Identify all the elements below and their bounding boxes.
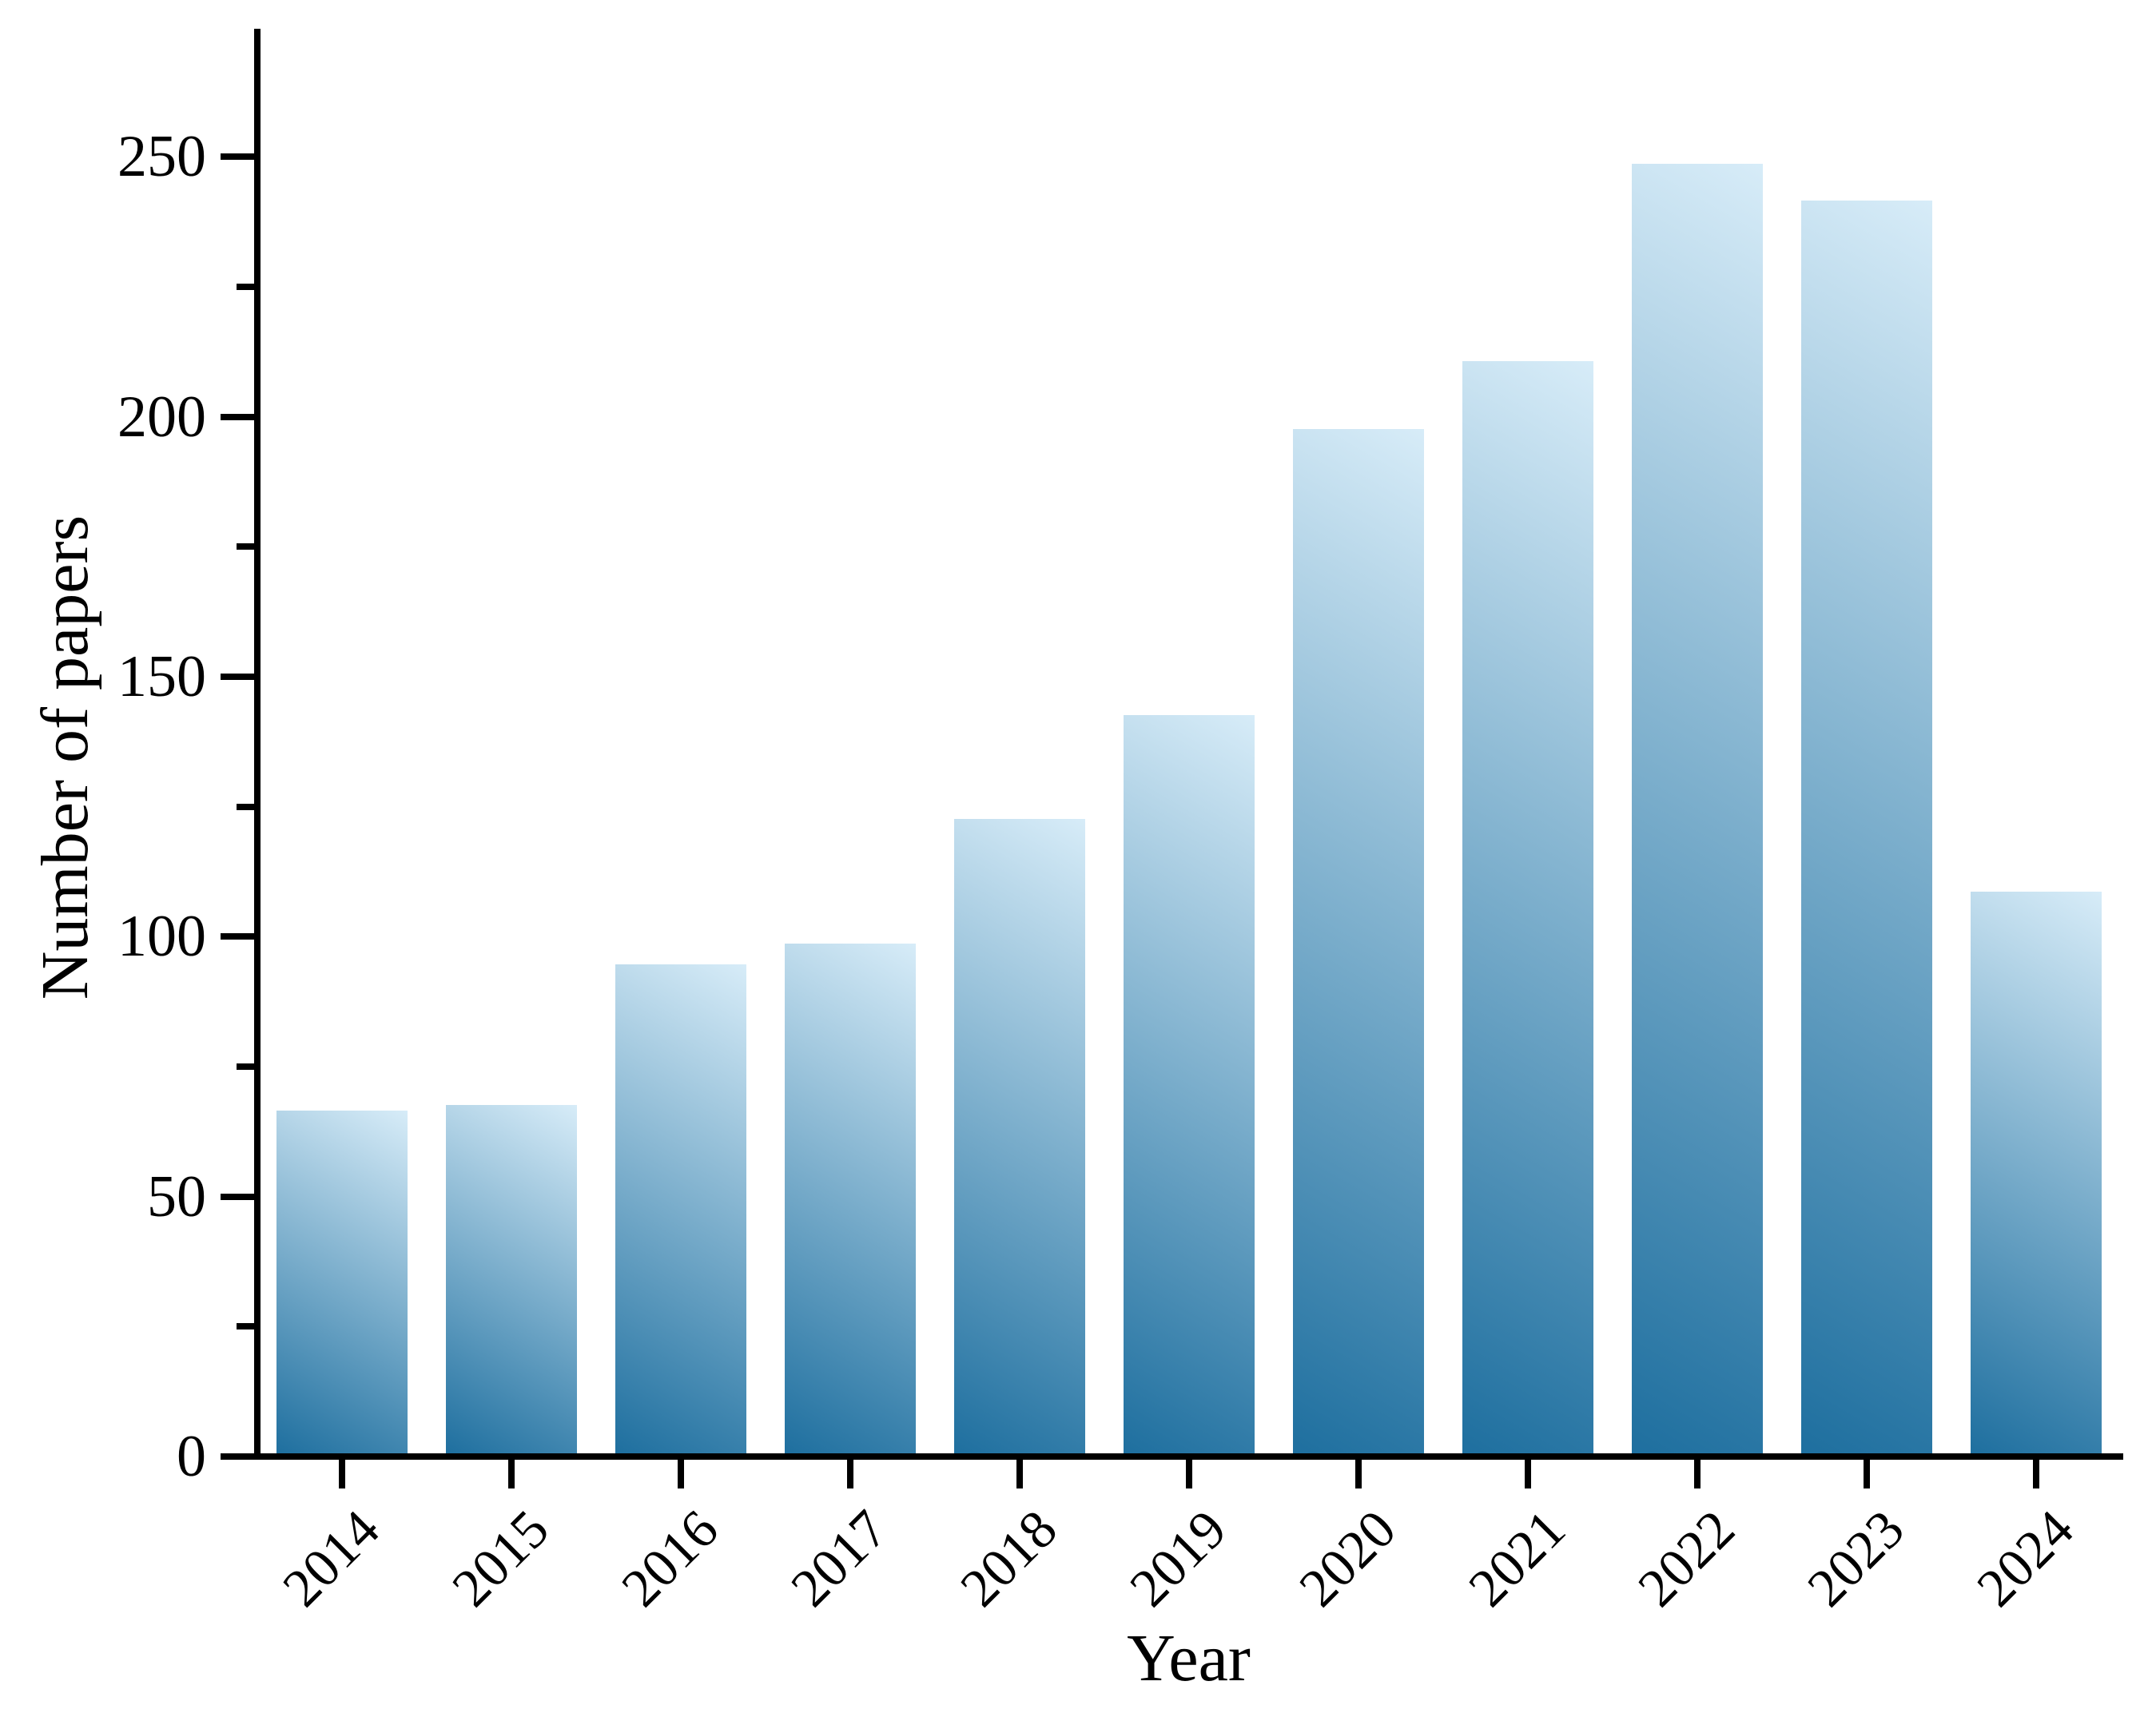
y-minor-tick-175	[237, 543, 254, 550]
y-tick-150	[221, 673, 254, 680]
y-tick-50	[221, 1193, 254, 1200]
bar-2022	[1632, 164, 1763, 1453]
x-tick-2020	[1355, 1460, 1362, 1488]
bar-2020	[1293, 429, 1424, 1453]
x-tick-2015	[508, 1460, 515, 1488]
x-tick-label-2018: 2018	[949, 1498, 1068, 1619]
y-tick-label-250: 250	[117, 124, 206, 190]
y-tick-100	[221, 933, 254, 940]
x-tick-label-2015: 2015	[440, 1498, 560, 1619]
y-minor-tick-125	[237, 803, 254, 810]
bar-2024	[1971, 892, 2102, 1453]
y-tick-250	[221, 153, 254, 161]
bar-2016	[615, 964, 746, 1453]
x-tick-label-2017: 2017	[779, 1498, 899, 1619]
x-tick-label-2021: 2021	[1457, 1498, 1577, 1619]
x-tick-2018	[1016, 1460, 1023, 1488]
bar-2019	[1124, 715, 1255, 1453]
bar-2021	[1462, 361, 1593, 1453]
x-axis-title: Year	[1127, 1621, 1251, 1695]
y-tick-label-0: 0	[177, 1424, 206, 1489]
plot-area	[254, 29, 2123, 1460]
y-tick-0	[221, 1453, 254, 1460]
x-tick-2024	[2033, 1460, 2039, 1488]
bar-2014	[276, 1111, 408, 1453]
x-tick-label-2023: 2023	[1796, 1498, 1915, 1619]
x-tick-2014	[339, 1460, 345, 1488]
bar-2023	[1801, 201, 1932, 1453]
bar-2017	[785, 944, 916, 1453]
x-tick-label-2016: 2016	[610, 1498, 730, 1619]
x-tick-label-2022: 2022	[1626, 1498, 1746, 1619]
x-tick-label-2014: 2014	[271, 1498, 391, 1619]
y-axis-title: Number of papers	[27, 515, 102, 1000]
x-tick-label-2024: 2024	[1965, 1498, 2085, 1619]
y-tick-label-100: 100	[117, 904, 206, 970]
y-tick-label-50: 50	[147, 1163, 206, 1230]
x-tick-label-2020: 2020	[1287, 1498, 1407, 1619]
x-tick-2021	[1525, 1460, 1531, 1488]
y-tick-label-150: 150	[117, 643, 206, 709]
x-tick-2019	[1186, 1460, 1192, 1488]
x-tick-2023	[1864, 1460, 1870, 1488]
bar-2015	[446, 1105, 577, 1453]
y-tick-label-200: 200	[117, 384, 206, 450]
x-tick-2016	[678, 1460, 684, 1488]
x-tick-2022	[1694, 1460, 1701, 1488]
y-tick-200	[221, 413, 254, 420]
y-minor-tick-75	[237, 1063, 254, 1070]
bar-2018	[954, 819, 1085, 1453]
y-minor-tick-225	[237, 283, 254, 290]
x-tick-2017	[847, 1460, 853, 1488]
x-tick-label-2019: 2019	[1118, 1498, 1238, 1619]
y-minor-tick-25	[237, 1323, 254, 1330]
